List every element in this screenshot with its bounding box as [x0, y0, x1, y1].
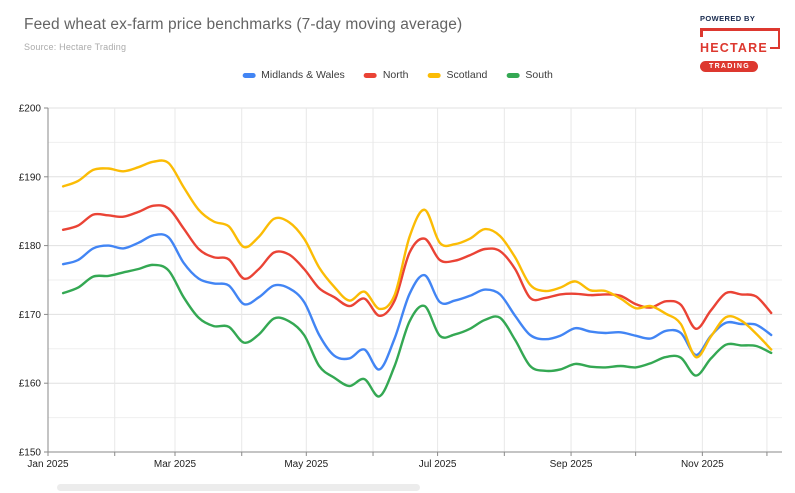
legend-item-south[interactable]: South — [506, 69, 553, 81]
legend-item-north[interactable]: North — [363, 69, 409, 81]
svg-text:£150: £150 — [19, 448, 42, 459]
page-title: Feed wheat ex-farm price benchmarks (7-d… — [24, 16, 463, 33]
svg-text:£190: £190 — [19, 172, 42, 183]
hectare-trading-logo: POWERED BY HECTARE TRADING — [700, 14, 780, 73]
legend-item-scotland[interactable]: Scotland — [427, 69, 488, 81]
y-axis-labels: £150 £160 £170 £180 £190 £200 — [19, 104, 42, 459]
legend-item-midlands-wales[interactable]: Midlands & Wales — [242, 69, 345, 81]
svg-text:Jul 2025: Jul 2025 — [419, 459, 457, 470]
svg-text:Jan 2025: Jan 2025 — [27, 459, 69, 470]
legend-label-north: North — [382, 69, 409, 81]
source-caption: Source: Hectare Trading — [24, 42, 127, 52]
svg-text:Nov 2025: Nov 2025 — [681, 459, 724, 470]
trading-badge: TRADING — [700, 60, 758, 72]
svg-text:£170: £170 — [19, 310, 42, 321]
series-line-scotland — [61, 159, 773, 359]
chart-series — [61, 159, 773, 398]
hectare-wordmark: HECTARE — [700, 41, 768, 55]
legend-swatch-midlands-wales — [242, 72, 256, 78]
legend-swatch-north — [363, 72, 377, 78]
legend-swatch-south — [506, 72, 520, 78]
x-axis-labels: Jan 2025 Mar 2025 May 2025 Jul 2025 Sep 2025… — [27, 459, 724, 470]
legend-label-south: South — [525, 69, 553, 81]
legend-label-scotland: Scotland — [446, 69, 488, 81]
series-line-south — [61, 263, 773, 398]
svg-text:Sep 2025: Sep 2025 — [550, 459, 593, 470]
svg-text:£180: £180 — [19, 241, 42, 252]
series-line-midlands-wales — [61, 233, 773, 371]
legend-swatch-scotland — [427, 72, 441, 78]
chart-gridlines — [48, 107, 782, 452]
legend-label-midlands-wales: Midlands & Wales — [261, 69, 345, 81]
hectare-logo-bracket-icon — [700, 28, 780, 51]
horizontal-scrollbar[interactable] — [57, 484, 420, 491]
svg-text:£160: £160 — [19, 379, 42, 390]
svg-text:Mar 2025: Mar 2025 — [154, 459, 197, 470]
svg-text:May 2025: May 2025 — [284, 459, 328, 470]
svg-text:£200: £200 — [19, 104, 42, 115]
powered-by-label: POWERED BY — [700, 14, 756, 23]
chart-legend: Midlands & Wales North Scotland South — [242, 69, 553, 81]
chart-axes — [44, 107, 782, 456]
